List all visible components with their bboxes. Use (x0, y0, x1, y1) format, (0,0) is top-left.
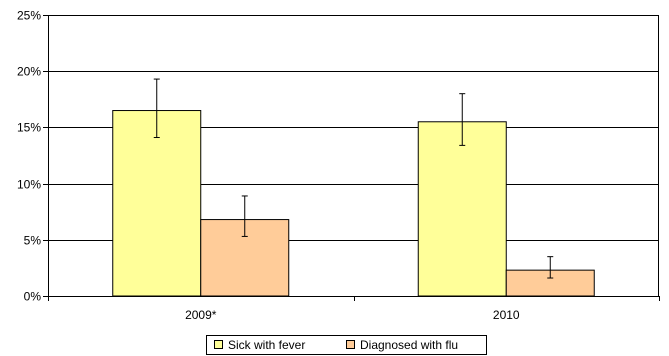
bar-1-1 (505, 269, 595, 297)
y-tick-label: 5% (24, 234, 42, 248)
y-tick-label: 20% (17, 65, 41, 79)
legend: Sick with fever Diagnosed with flu (206, 335, 487, 355)
y-tick-label: 0% (24, 290, 42, 304)
x-tick-labels: 2009* 2010 (185, 308, 520, 322)
legend-swatch (346, 340, 355, 349)
error-bars (153, 78, 554, 279)
y-tick-label: 10% (17, 178, 41, 192)
bars (112, 110, 595, 297)
y-tick-label: 25% (17, 9, 41, 23)
x-tick-label: 2009* (185, 308, 217, 322)
legend-swatch (214, 340, 223, 349)
legend-label: Diagnosed with flu (360, 338, 458, 352)
x-tick-label: 2010 (493, 308, 520, 322)
y-tick-label: 15% (17, 121, 41, 135)
bar-0-0 (112, 110, 202, 297)
bar-0-1 (417, 121, 507, 297)
legend-label: Sick with fever (228, 338, 305, 352)
y-tick-labels: 0% 5% 10% 15% 20% 25% (17, 9, 41, 304)
